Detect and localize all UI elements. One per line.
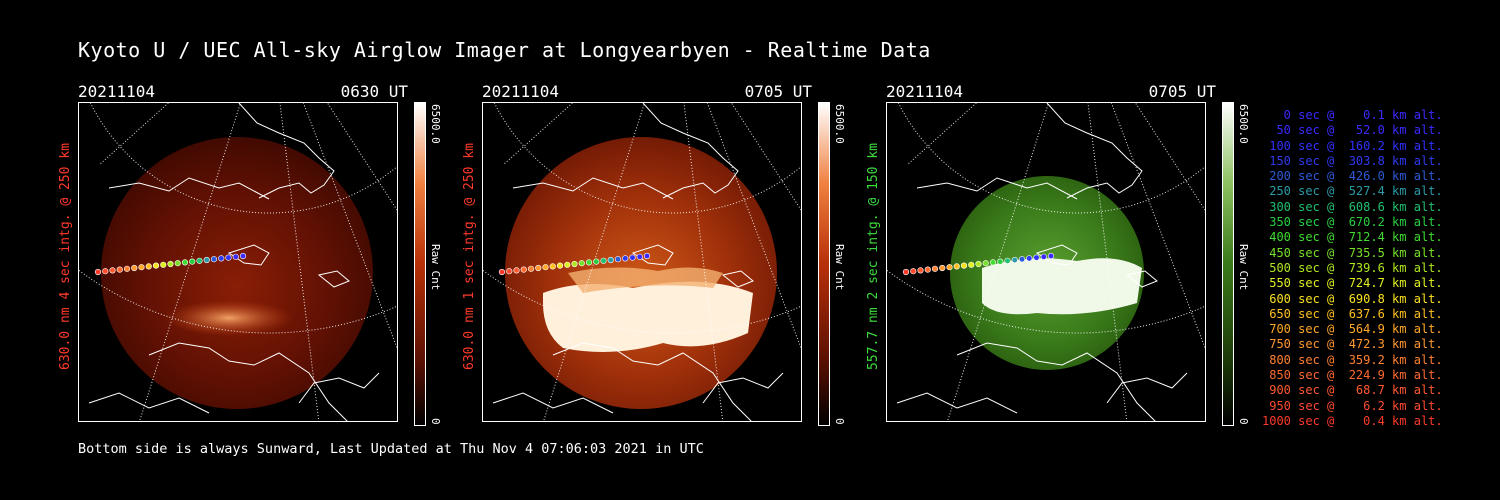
colorbar-3-max: 6500.0 xyxy=(1237,104,1250,144)
allsky-image-630-0705 xyxy=(482,102,802,422)
legend-entry: 0 sec @ 0.1 km alt. xyxy=(1262,108,1443,122)
airglow-panel-1: 20211104 0630 UT xyxy=(78,78,408,428)
colorbar-3 xyxy=(1222,102,1234,426)
legend-entry: 400 sec @ 712.4 km alt. xyxy=(1262,230,1443,245)
legend-entry: 100 sec @ 160.2 km alt. xyxy=(1262,138,1443,153)
colorbar-2 xyxy=(818,102,830,426)
colorbar-1-max: 6500.0 xyxy=(429,104,442,144)
colorbar-1 xyxy=(414,102,426,426)
legend-entry: 850 sec @ 224.9 km alt. xyxy=(1262,368,1443,383)
panel-time: 0705 UT xyxy=(744,82,812,101)
legend-entry: 200 sec @ 426.0 km alt. xyxy=(1262,169,1443,184)
airglow-panel-2: 20211104 0705 UT xyxy=(482,78,812,428)
allsky-image-557-0705 xyxy=(886,102,1206,422)
panel-3-ylabel: 557.7 nm 2 sec intg. @ 150 km xyxy=(866,143,881,370)
colorbar-2-max: 6500.0 xyxy=(833,104,846,144)
colorbar-2-min: 0 xyxy=(833,418,846,425)
panel-date: 20211104 xyxy=(78,82,156,101)
colorbar-3-min: 0 xyxy=(1237,418,1250,425)
colorbar-1-unit: Raw Cnt xyxy=(429,244,442,291)
page-title: Kyoto U / UEC All-sky Airglow Imager at … xyxy=(78,38,931,62)
legend-entry: 150 sec @ 303.8 km alt. xyxy=(1262,153,1443,168)
altitude-legend: 0 sec @ 0.1 km alt. 50 sec @ 52.0 km alt… xyxy=(1262,108,1443,429)
legend-entry: 1000 sec @ 0.4 km alt. xyxy=(1262,413,1443,428)
panel-2-ylabel: 630.0 nm 1 sec intg. @ 250 km xyxy=(462,143,477,370)
legend-entry: 800 sec @ 359.2 km alt. xyxy=(1262,352,1443,367)
allsky-image-630-0630 xyxy=(78,102,398,422)
legend-entry: 950 sec @ 6.2 km alt. xyxy=(1262,398,1443,413)
airglow-panel-3: 20211104 0705 UT xyxy=(886,78,1216,428)
legend-entry: 900 sec @ 68.7 km alt. xyxy=(1262,383,1443,398)
legend-entry: 500 sec @ 739.6 km alt. xyxy=(1262,260,1443,275)
panel-date: 20211104 xyxy=(886,82,964,101)
panel-time: 0630 UT xyxy=(340,82,408,101)
panel-date: 20211104 xyxy=(482,82,560,101)
footer-note: Bottom side is always Sunward, Last Upda… xyxy=(78,441,704,457)
colorbar-3-unit: Raw Cnt xyxy=(1237,244,1250,291)
legend-entry: 750 sec @ 472.3 km alt. xyxy=(1262,337,1443,352)
colorbar-2-unit: Raw Cnt xyxy=(833,244,846,291)
legend-entry: 300 sec @ 608.6 km alt. xyxy=(1262,199,1443,214)
legend-entry: 600 sec @ 690.8 km alt. xyxy=(1262,291,1443,306)
legend-entry: 350 sec @ 670.2 km alt. xyxy=(1262,215,1443,230)
panel-time: 0705 UT xyxy=(1148,82,1216,101)
panel-1-ylabel: 630.0 nm 4 sec intg. @ 250 km xyxy=(58,143,73,370)
legend-entry: 650 sec @ 637.6 km alt. xyxy=(1262,306,1443,321)
legend-entry: 550 sec @ 724.7 km alt. xyxy=(1262,276,1443,291)
legend-entry: 50 sec @ 52.0 km alt. xyxy=(1262,123,1443,138)
legend-entry: 450 sec @ 735.5 km alt. xyxy=(1262,245,1443,260)
colorbar-1-min: 0 xyxy=(429,418,442,425)
legend-entry: 700 sec @ 564.9 km alt. xyxy=(1262,322,1443,337)
legend-entry: 250 sec @ 527.4 km alt. xyxy=(1262,184,1443,199)
